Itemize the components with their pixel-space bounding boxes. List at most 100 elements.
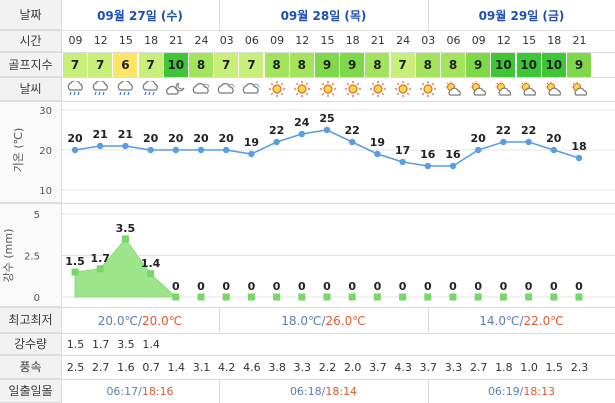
precipitation-label: 0 <box>172 280 180 293</box>
temperature-point <box>349 138 356 146</box>
y-tick-label: 0 <box>34 293 40 304</box>
temperature-label: 17 <box>395 144 410 157</box>
date-header-day1: 09월 27일 (수) <box>97 8 183 23</box>
y-tick-label: 2.5 <box>24 252 40 263</box>
precipitation-point <box>525 293 533 301</box>
precipitation-label: 0 <box>323 280 331 293</box>
row-header-rain-amount: 강수량 <box>0 333 61 355</box>
precipitation-point <box>247 293 255 301</box>
temperature-point <box>122 142 129 150</box>
temperature-point <box>172 146 179 154</box>
golf-index-cell: 7 <box>138 53 163 77</box>
temperature-label: 20 <box>219 132 235 145</box>
precipitation-label: 0 <box>374 280 382 293</box>
golf-index-cell: 10 <box>516 53 541 77</box>
hour-cell: 03 <box>421 34 436 47</box>
precipitation-label: 0 <box>550 280 558 293</box>
precipitation-label: 0 <box>248 280 256 293</box>
partly-cloudy-sun-icon <box>517 77 542 101</box>
precipitation-point <box>474 293 482 301</box>
hour-cell: 15 <box>522 34 537 47</box>
golf-index-cell: 7 <box>88 53 113 77</box>
precipitation-point <box>323 293 331 301</box>
precipitation-label: 0 <box>449 280 457 293</box>
temperature-label: 24 <box>294 116 310 129</box>
min-temp: 18.0℃ <box>281 314 322 328</box>
golf-index-cell: 8 <box>189 53 213 77</box>
sun-icon <box>391 77 416 101</box>
golf-index-cell: 6 <box>113 53 138 77</box>
wind-speed-cell: 2.7 <box>91 360 110 374</box>
precipitation-point <box>96 265 104 273</box>
hour-cell: 12 <box>295 34 310 47</box>
temperature-point <box>273 138 280 146</box>
y-tick-label: 30 <box>39 106 52 117</box>
y-tick-label: 10 <box>39 186 52 197</box>
min-temp: 14.0℃ <box>479 314 520 328</box>
temperature-point <box>424 162 431 170</box>
temperature-label: 20 <box>168 132 184 145</box>
temperature-chart: 10 20 30 기온 (℃) 20 21 21 20 20 20 20 19 22 24 25 22 19 17… <box>12 106 615 197</box>
y-axis-label: 기온 (℃) <box>12 128 25 173</box>
wind-speed-cell: 4.2 <box>217 360 236 374</box>
precipitation-point <box>348 293 356 301</box>
temperature-label: 21 <box>118 128 133 141</box>
wind-speed-cell: 1.8 <box>495 360 513 374</box>
hour-cell: 09 <box>68 34 83 47</box>
golf-index-cell: 10 <box>541 53 566 77</box>
hour-cell: 09 <box>270 34 285 47</box>
temperature-point <box>525 138 532 146</box>
sun-icon <box>315 77 340 101</box>
precipitation-point <box>575 293 583 301</box>
precipitation-point <box>71 268 79 276</box>
sunset-time: 18:14 <box>325 384 358 398</box>
golf-index-cell: 7 <box>63 53 87 77</box>
temperature-label: 18 <box>571 140 586 153</box>
temperature-label: 19 <box>244 136 259 149</box>
rain-cloud-icon <box>63 77 88 101</box>
sunrise-time: 06:18 <box>289 384 322 398</box>
hour-cell: 24 <box>396 34 411 47</box>
golf-index-cell: 8 <box>264 53 289 77</box>
golf-index-cell: 8 <box>415 53 440 77</box>
precipitation-label: 0 <box>474 280 482 293</box>
temperature-label: 22 <box>496 124 511 137</box>
wind-speed-cell: 2.3 <box>570 360 589 374</box>
wind-speed-cell: 3.7 <box>419 360 438 374</box>
temperature-label: 16 <box>420 148 436 161</box>
rain-cloud-icon <box>113 77 138 101</box>
wind-speed-cell: 1.4 <box>167 360 186 374</box>
rain-amount-cell: 1.5 <box>66 337 85 351</box>
precipitation-point <box>499 293 507 301</box>
temperature-point <box>298 130 305 138</box>
date-header-day3: 09월 29일 (금) <box>478 8 565 23</box>
wind-speed-cell: 3.7 <box>369 360 387 374</box>
rain-amount-cell: 1.4 <box>142 337 160 351</box>
cloudy-icon <box>189 77 214 101</box>
row-header-golf: 골프지수 <box>0 52 61 77</box>
max-temp: 26.0℃ <box>325 314 366 328</box>
temperature-label: 20 <box>143 132 159 145</box>
temperature-point <box>323 126 331 134</box>
minmax-day2: 18.0℃/26.0℃ <box>281 314 366 328</box>
golf-index-cell: 9 <box>340 53 365 77</box>
precipitation-label: 0 <box>525 280 533 293</box>
temperature-label: 20 <box>67 132 83 145</box>
partly-cloudy-sun-icon <box>567 77 592 101</box>
partly-cloudy-night-icon <box>164 77 189 101</box>
precipitation-label: 3.5 <box>116 222 136 235</box>
golf-index-cell: 7 <box>390 53 415 77</box>
hour-cell: 15 <box>118 34 133 47</box>
sunrise-time: 06:19 <box>487 384 520 398</box>
temperature-point <box>223 146 230 154</box>
row-header-weather: 날씨 <box>0 77 61 101</box>
partly-cloudy-sun-icon <box>441 77 466 101</box>
precipitation-label: 0 <box>575 280 583 293</box>
precipitation-label: 1.7 <box>90 252 110 265</box>
temperature-label: 22 <box>269 124 284 137</box>
y-tick-label: 5 <box>34 210 40 221</box>
hour-cell: 09 <box>471 34 486 47</box>
temperature-point <box>575 154 583 162</box>
precipitation-label: 0 <box>222 280 230 293</box>
golf-index-cell: 8 <box>365 53 390 77</box>
